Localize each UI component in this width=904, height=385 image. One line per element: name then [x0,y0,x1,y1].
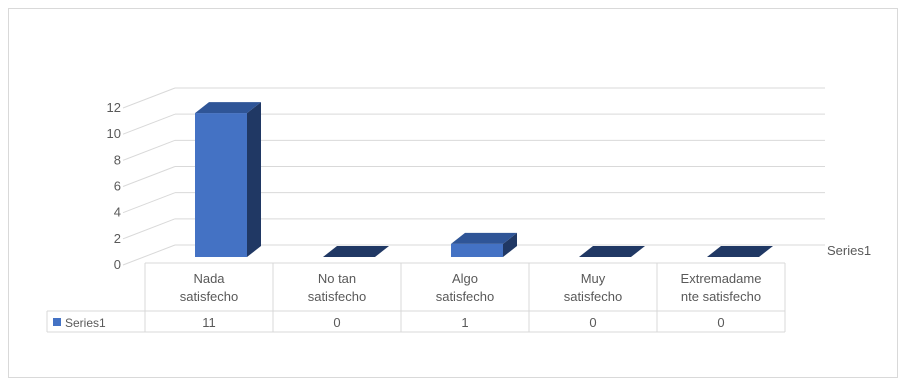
y-tick-label: 4 [114,205,121,220]
gridline-diag [122,113,176,135]
bar [195,102,261,257]
chart-frame: 0 2 4 6 8 10 12 Series1 Nada satisfecho 11 No tan… [8,8,898,378]
category-label: satisfecho [180,289,239,304]
table-value: 0 [589,315,596,330]
bars [195,102,773,257]
depth-axis-label: Series1 [827,243,871,258]
table-value: 1 [461,315,468,330]
gridlines [122,87,825,266]
category-label: Nada [193,271,225,286]
bar-top [195,102,261,114]
y-tick-label: 2 [114,231,121,246]
bar-top [707,246,773,257]
y-tick-label: 12 [107,100,121,115]
y-axis-ticks: 0 2 4 6 8 10 12 [107,100,121,272]
category-label: satisfecho [308,289,367,304]
category-label: Extremadame [681,271,762,286]
bar [451,232,517,257]
bar [323,246,389,257]
category-label: satisfecho [436,289,495,304]
table-value: 11 [202,315,216,330]
bar-side [503,232,517,257]
gridline-diag [122,166,176,187]
bar [579,246,645,257]
data-table: Nada satisfecho 11 No tan satisfecho 0 Algo sat… [46,262,786,333]
category-label: nte satisfecho [681,289,761,304]
y-tick-label: 6 [114,179,121,194]
gridline-diag [122,218,176,240]
bar-top [451,232,517,244]
gridline-diag [122,192,176,214]
category-label: satisfecho [564,289,623,304]
bar-front [451,243,503,257]
table-value: 0 [717,315,724,330]
gridline-diag [122,244,176,266]
bar-front [195,113,247,257]
bar [707,246,773,257]
category-label: No tan [318,271,356,286]
bar-top [323,246,389,257]
legend-key [53,318,61,326]
category-label: Muy [581,271,606,286]
bar-top [579,246,645,257]
table-value: 0 [333,315,340,330]
gridline-diag [122,139,176,161]
y-tick-label: 0 [114,257,121,272]
y-tick-label: 10 [107,126,121,141]
category-label: Algo [452,271,478,286]
bar-side [247,102,261,257]
y-tick-label: 8 [114,152,121,167]
gridline-diag [122,87,176,109]
series-name: Series1 [65,316,106,330]
